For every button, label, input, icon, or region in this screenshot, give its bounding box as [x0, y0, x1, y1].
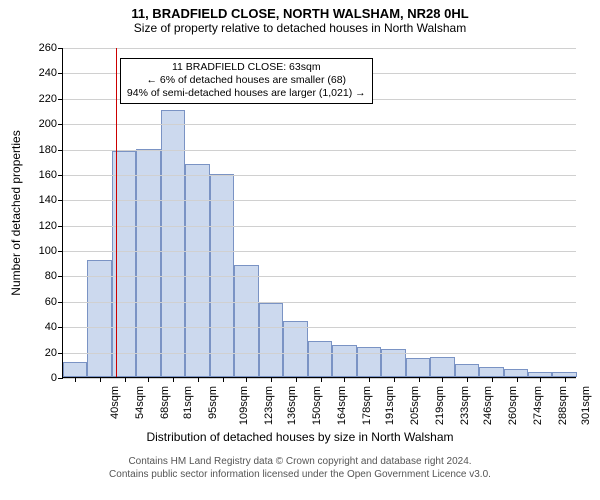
- gridline: [63, 226, 576, 227]
- histogram-bar: [430, 357, 454, 377]
- chart-title-main: 11, BRADFIELD CLOSE, NORTH WALSHAM, NR28…: [0, 6, 600, 21]
- xtick-mark: [369, 377, 370, 382]
- xtick-mark: [492, 377, 493, 382]
- xtick-mark: [296, 377, 297, 382]
- xtick-mark: [540, 377, 541, 382]
- histogram-bar: [87, 260, 111, 377]
- histogram-bar: [283, 321, 307, 377]
- xtick-label: 136sqm: [280, 386, 298, 425]
- xtick-label: 288sqm: [551, 386, 569, 425]
- annotation-line: ← 6% of detached houses are smaller (68): [127, 74, 366, 87]
- histogram-bar: [136, 149, 160, 377]
- xtick-label: 246sqm: [476, 386, 494, 425]
- xtick-label: 164sqm: [330, 386, 348, 425]
- xtick-mark: [75, 377, 76, 382]
- xtick-mark: [100, 377, 101, 382]
- x-axis-label: Distribution of detached houses by size …: [146, 430, 453, 444]
- xtick-mark: [271, 377, 272, 382]
- y-axis-label: Number of detached properties: [9, 130, 23, 295]
- ytick-label: 40: [45, 321, 63, 333]
- xtick-label: 260sqm: [501, 386, 519, 425]
- xtick-label: 301sqm: [574, 386, 592, 425]
- ytick-label: 160: [39, 169, 63, 181]
- histogram-bar: [479, 367, 503, 377]
- xtick-mark: [321, 377, 322, 382]
- plot-outer: 11 BRADFIELD CLOSE: 63sqm← 6% of detache…: [62, 48, 576, 378]
- xtick-mark: [419, 377, 420, 382]
- xtick-label: 274sqm: [526, 386, 544, 425]
- marker-line: [116, 48, 117, 377]
- xtick-mark: [198, 377, 199, 382]
- xtick-mark: [394, 377, 395, 382]
- xtick-mark: [517, 377, 518, 382]
- chart-container: 11, BRADFIELD CLOSE, NORTH WALSHAM, NR28…: [0, 0, 600, 500]
- gridline: [63, 327, 576, 328]
- gridline: [63, 175, 576, 176]
- histogram-bar: [332, 345, 356, 377]
- annotation-box: 11 BRADFIELD CLOSE: 63sqm← 6% of detache…: [120, 58, 373, 103]
- plot-area: 11 BRADFIELD CLOSE: 63sqm← 6% of detache…: [62, 48, 576, 378]
- ytick-label: 60: [45, 296, 63, 308]
- ytick-label: 0: [51, 372, 63, 384]
- footer-block: Contains HM Land Registry data © Crown c…: [0, 456, 600, 481]
- gridline: [63, 378, 576, 379]
- xtick-mark: [246, 377, 247, 382]
- xtick-mark: [344, 377, 345, 382]
- footer-line-1: Contains HM Land Registry data © Crown c…: [0, 456, 600, 469]
- xtick-label: 40sqm: [103, 386, 121, 419]
- ytick-label: 140: [39, 194, 63, 206]
- annotation-line: 11 BRADFIELD CLOSE: 63sqm: [127, 61, 366, 74]
- ytick-label: 100: [39, 245, 63, 257]
- gridline: [63, 302, 576, 303]
- ytick-label: 200: [39, 118, 63, 130]
- histogram-bar: [234, 265, 258, 377]
- histogram-bar: [259, 303, 283, 377]
- chart-title-sub: Size of property relative to detached ho…: [0, 21, 600, 35]
- xtick-mark: [173, 377, 174, 382]
- xtick-label: 81sqm: [176, 386, 194, 419]
- ytick-label: 240: [39, 67, 63, 79]
- ytick-label: 180: [39, 144, 63, 156]
- gridline: [63, 353, 576, 354]
- xtick-label: 54sqm: [128, 386, 146, 419]
- gridline: [63, 251, 576, 252]
- xtick-label: 109sqm: [232, 386, 250, 425]
- gridline: [63, 276, 576, 277]
- ytick-label: 80: [45, 270, 63, 282]
- xtick-label: 68sqm: [153, 386, 171, 419]
- xtick-label: 95sqm: [201, 386, 219, 419]
- xtick-label: 178sqm: [355, 386, 373, 425]
- histogram-bar: [357, 347, 381, 377]
- gridline: [63, 124, 576, 125]
- ytick-label: 120: [39, 220, 63, 232]
- gridline: [63, 200, 576, 201]
- xtick-label: 191sqm: [378, 386, 396, 425]
- xtick-mark: [565, 377, 566, 382]
- xtick-label: 123sqm: [257, 386, 275, 425]
- xtick-mark: [467, 377, 468, 382]
- xtick-mark: [223, 377, 224, 382]
- title-block: 11, BRADFIELD CLOSE, NORTH WALSHAM, NR28…: [0, 0, 600, 35]
- histogram-bar: [406, 358, 430, 377]
- xtick-label: 150sqm: [305, 386, 323, 425]
- histogram-bar: [504, 369, 528, 377]
- xtick-mark: [148, 377, 149, 382]
- xtick-label: 205sqm: [403, 386, 421, 425]
- xtick-mark: [125, 377, 126, 382]
- annotation-line: 94% of semi-detached houses are larger (…: [127, 87, 366, 100]
- gridline: [63, 48, 576, 49]
- histogram-bar: [63, 362, 87, 377]
- footer-line-2: Contains public sector information licen…: [0, 469, 600, 482]
- histogram-bar: [185, 164, 209, 377]
- ytick-label: 220: [39, 93, 63, 105]
- ytick-label: 260: [39, 42, 63, 54]
- histogram-bar: [308, 341, 332, 377]
- histogram-bar: [455, 364, 479, 377]
- xtick-mark: [442, 377, 443, 382]
- xtick-label: 233sqm: [453, 386, 471, 425]
- ytick-label: 20: [45, 347, 63, 359]
- xtick-label: 219sqm: [428, 386, 446, 425]
- gridline: [63, 150, 576, 151]
